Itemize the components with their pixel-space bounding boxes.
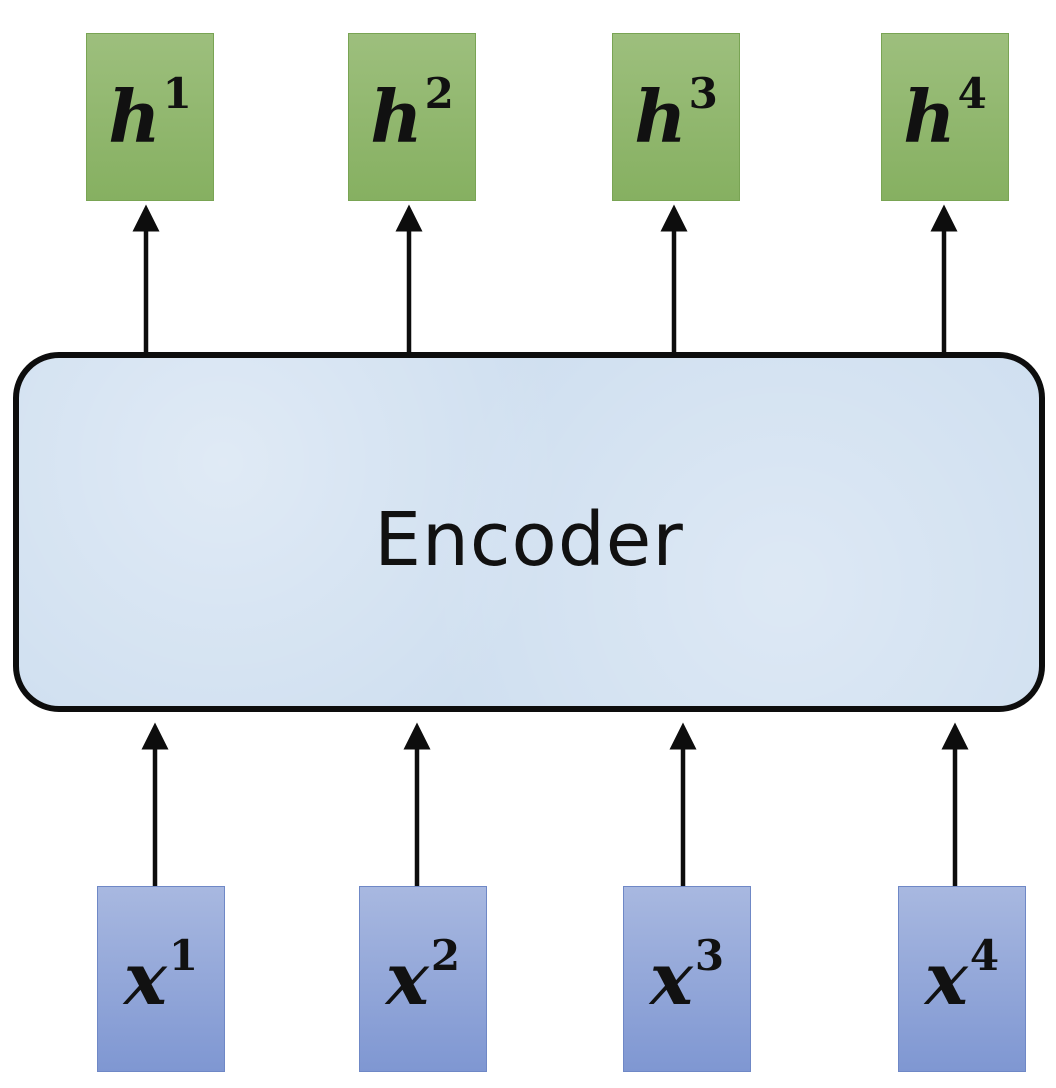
encoder-label: Encoder (374, 497, 684, 583)
encoder-block: Encoder (13, 352, 1045, 712)
